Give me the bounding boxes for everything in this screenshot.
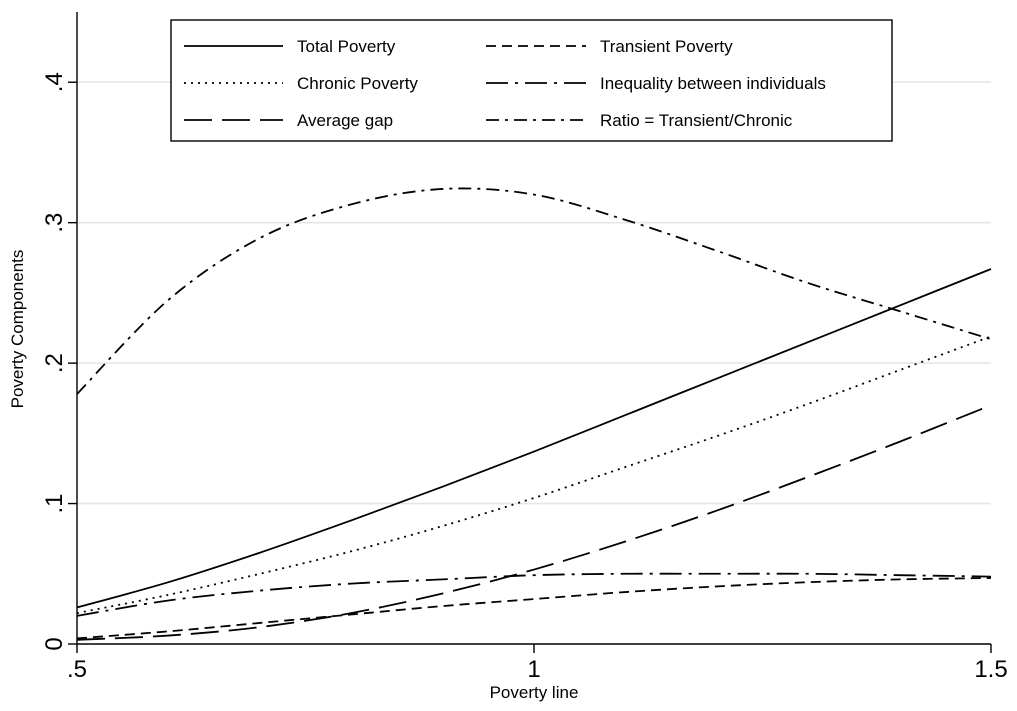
legend-label-chronic-poverty: Chronic Poverty <box>297 74 418 93</box>
series-line-chronic-poverty <box>76 335 992 614</box>
series-line-inequality-between-individuals <box>76 572 992 617</box>
y-axis-title: Poverty Components <box>8 250 27 409</box>
x-tick-label: .5 <box>67 656 87 683</box>
legend-label-total-poverty: Total Poverty <box>297 37 396 56</box>
y-tick-label: .4 <box>41 72 68 92</box>
legend-label-average-gap: Average gap <box>297 111 393 130</box>
series-lines <box>76 187 992 641</box>
series-line-transient-poverty <box>76 577 992 640</box>
series-line-ratio-transient-chronic <box>76 187 992 395</box>
y-axis-ticks: 0 .1 .2 .3 .4 <box>41 72 77 651</box>
y-tick-label: .2 <box>41 353 68 373</box>
x-axis-title: Poverty line <box>490 683 579 702</box>
legend-label-transient-poverty: Transient Poverty <box>600 37 733 56</box>
series-line-average-gap <box>76 404 992 641</box>
legend-box <box>170 19 893 142</box>
x-tick-label: 1 <box>527 656 540 683</box>
x-tick-label: 1.5 <box>974 656 1007 683</box>
legend-items: Total Poverty Transient Poverty Chronic Po… <box>184 37 826 130</box>
legend-label-inequality-between-individuals: Inequality between individuals <box>600 74 826 93</box>
gridlines <box>77 81 991 505</box>
legend: Total Poverty Transient Poverty Chronic Po… <box>170 19 893 142</box>
y-tick-label: .3 <box>41 213 68 233</box>
legend-label-ratio-transient-chronic: Ratio = Transient/Chronic <box>600 111 793 130</box>
y-tick-label: .1 <box>41 494 68 514</box>
y-tick-label: 0 <box>41 637 68 650</box>
series-line-total-poverty <box>76 268 992 609</box>
x-axis-ticks: .5 1 1.5 <box>67 644 1008 683</box>
